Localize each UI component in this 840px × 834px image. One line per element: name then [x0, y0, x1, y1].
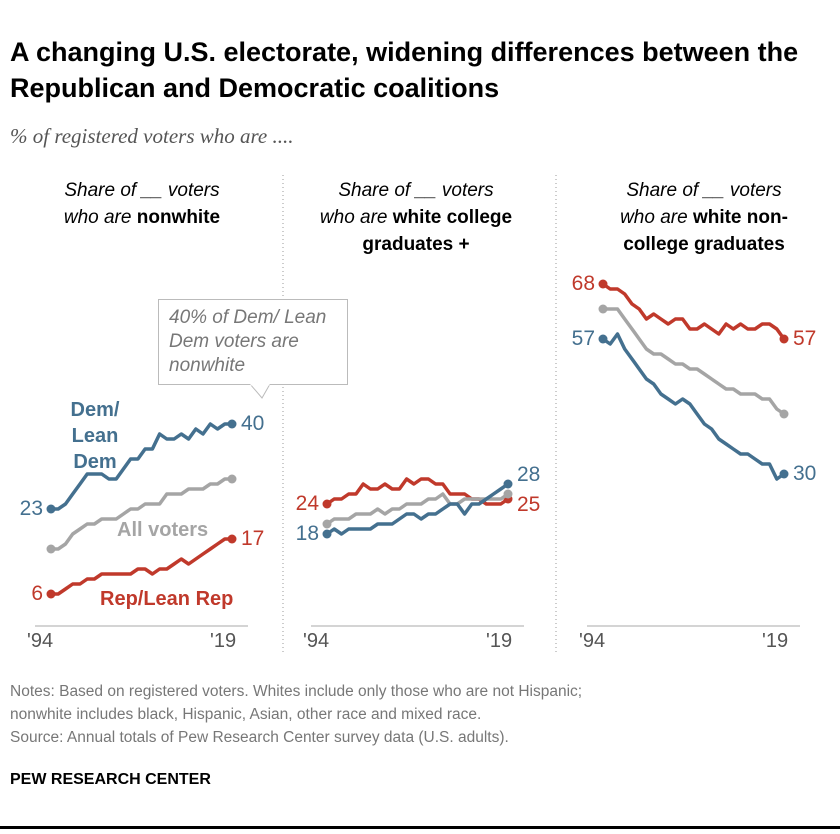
source-line: Source: Annual totals of Pew Research Ce…	[10, 729, 509, 746]
all-start-point	[598, 304, 608, 314]
dem-start-value-label: 18	[295, 522, 319, 545]
panel-1-header: Share of __ voters who are nonwhite	[12, 177, 272, 231]
chart-subtitle: % of registered voters who are ....	[10, 124, 294, 148]
all-end-point	[779, 409, 789, 419]
dem-end-point	[227, 419, 237, 429]
panel-1-header-line1: Share of __ voters	[64, 180, 220, 201]
rep-line	[51, 537, 232, 596]
x-tick-label: '94	[27, 630, 54, 652]
dem-end-value-label: 30	[793, 462, 817, 485]
panel-3-header-line1: Share of __ voters	[626, 180, 782, 201]
x-tick-label: '19	[762, 630, 789, 652]
rep-start-point	[46, 589, 56, 599]
dem-line	[602, 332, 785, 481]
rep-start-value-label: 24	[295, 492, 319, 515]
dem-line	[51, 422, 232, 511]
panel-3-header-prefix: who are	[620, 207, 693, 228]
rep-end-value-label: 57	[793, 327, 817, 350]
note-line: Notes: Based on registered voters. White…	[10, 683, 583, 700]
dem-series-label: Dem/ Lean Dem	[50, 397, 140, 475]
all-start-point	[322, 519, 332, 529]
rep-end-value-label: 25	[517, 493, 541, 516]
dem-end-point	[779, 469, 789, 479]
all-line	[51, 477, 232, 551]
notes: Notes: Based on registered voters. White…	[10, 680, 582, 749]
chart-title: A changing U.S. electorate, widening dif…	[10, 37, 799, 103]
rep-line	[602, 282, 786, 341]
all-end-point	[227, 474, 237, 484]
panel-1-header-prefix: who are	[63, 207, 137, 228]
rep-series-label: Rep/Lean Rep	[100, 588, 234, 610]
brand-logo-text: PEW RESEARCH CENTER	[10, 771, 211, 788]
dem-start-point	[598, 334, 608, 344]
panel-2-header-prefix: who are	[319, 207, 393, 228]
all-start-point	[46, 544, 56, 554]
panel-2-header-line1: Share of __ voters	[338, 180, 494, 201]
dem-line	[326, 482, 509, 536]
note-line: nonwhite includes black, Hispanic, Asian…	[10, 706, 482, 723]
dem-label-line2: Lean Dem	[71, 425, 119, 473]
dem-start-point	[322, 529, 332, 539]
rep-start-point	[598, 279, 608, 289]
rep-end-value-label: 17	[241, 527, 265, 550]
x-tick-label: '19	[486, 630, 513, 652]
rep-start-value-label: 6	[31, 582, 43, 605]
panel-3-header-line3: college graduates	[623, 234, 785, 255]
panel-1-header-bold: nonwhite	[136, 207, 221, 228]
bottom-rule	[0, 826, 840, 829]
panel-2-header-bold: white college	[392, 207, 513, 228]
x-tick-label: '94	[303, 630, 330, 652]
all-end-point	[503, 489, 513, 499]
rep-end-point	[227, 534, 237, 544]
rep-end-point	[779, 334, 789, 344]
callout-pointer	[250, 384, 271, 399]
panel-2-header-line3: graduates +	[362, 234, 470, 255]
dem-label-line1: Dem/	[70, 399, 120, 421]
panel-3-header-bold: white non-	[692, 207, 788, 228]
rep-start-value-label: 68	[571, 272, 595, 295]
dem-end-value-label: 40	[241, 412, 265, 435]
x-tick-label: '19	[210, 630, 237, 652]
dem-start-point	[46, 504, 56, 514]
all-series-label: All voters	[117, 519, 209, 541]
dem-end-point	[503, 479, 513, 489]
x-tick-label: '94	[579, 630, 606, 652]
all-line	[603, 307, 785, 416]
dem-start-value-label: 23	[19, 497, 43, 520]
panel-2-header: Share of __ voters who are white college…	[286, 177, 546, 258]
callout-annotation: 40% of Dem/ Lean Dem voters are nonwhite	[158, 299, 348, 385]
dem-start-value-label: 57	[571, 327, 595, 350]
dem-end-value-label: 28	[517, 463, 541, 486]
panel-3-header: Share of __ voters who are white non- co…	[574, 177, 834, 258]
rep-start-point	[322, 499, 332, 509]
all-line	[326, 492, 509, 526]
